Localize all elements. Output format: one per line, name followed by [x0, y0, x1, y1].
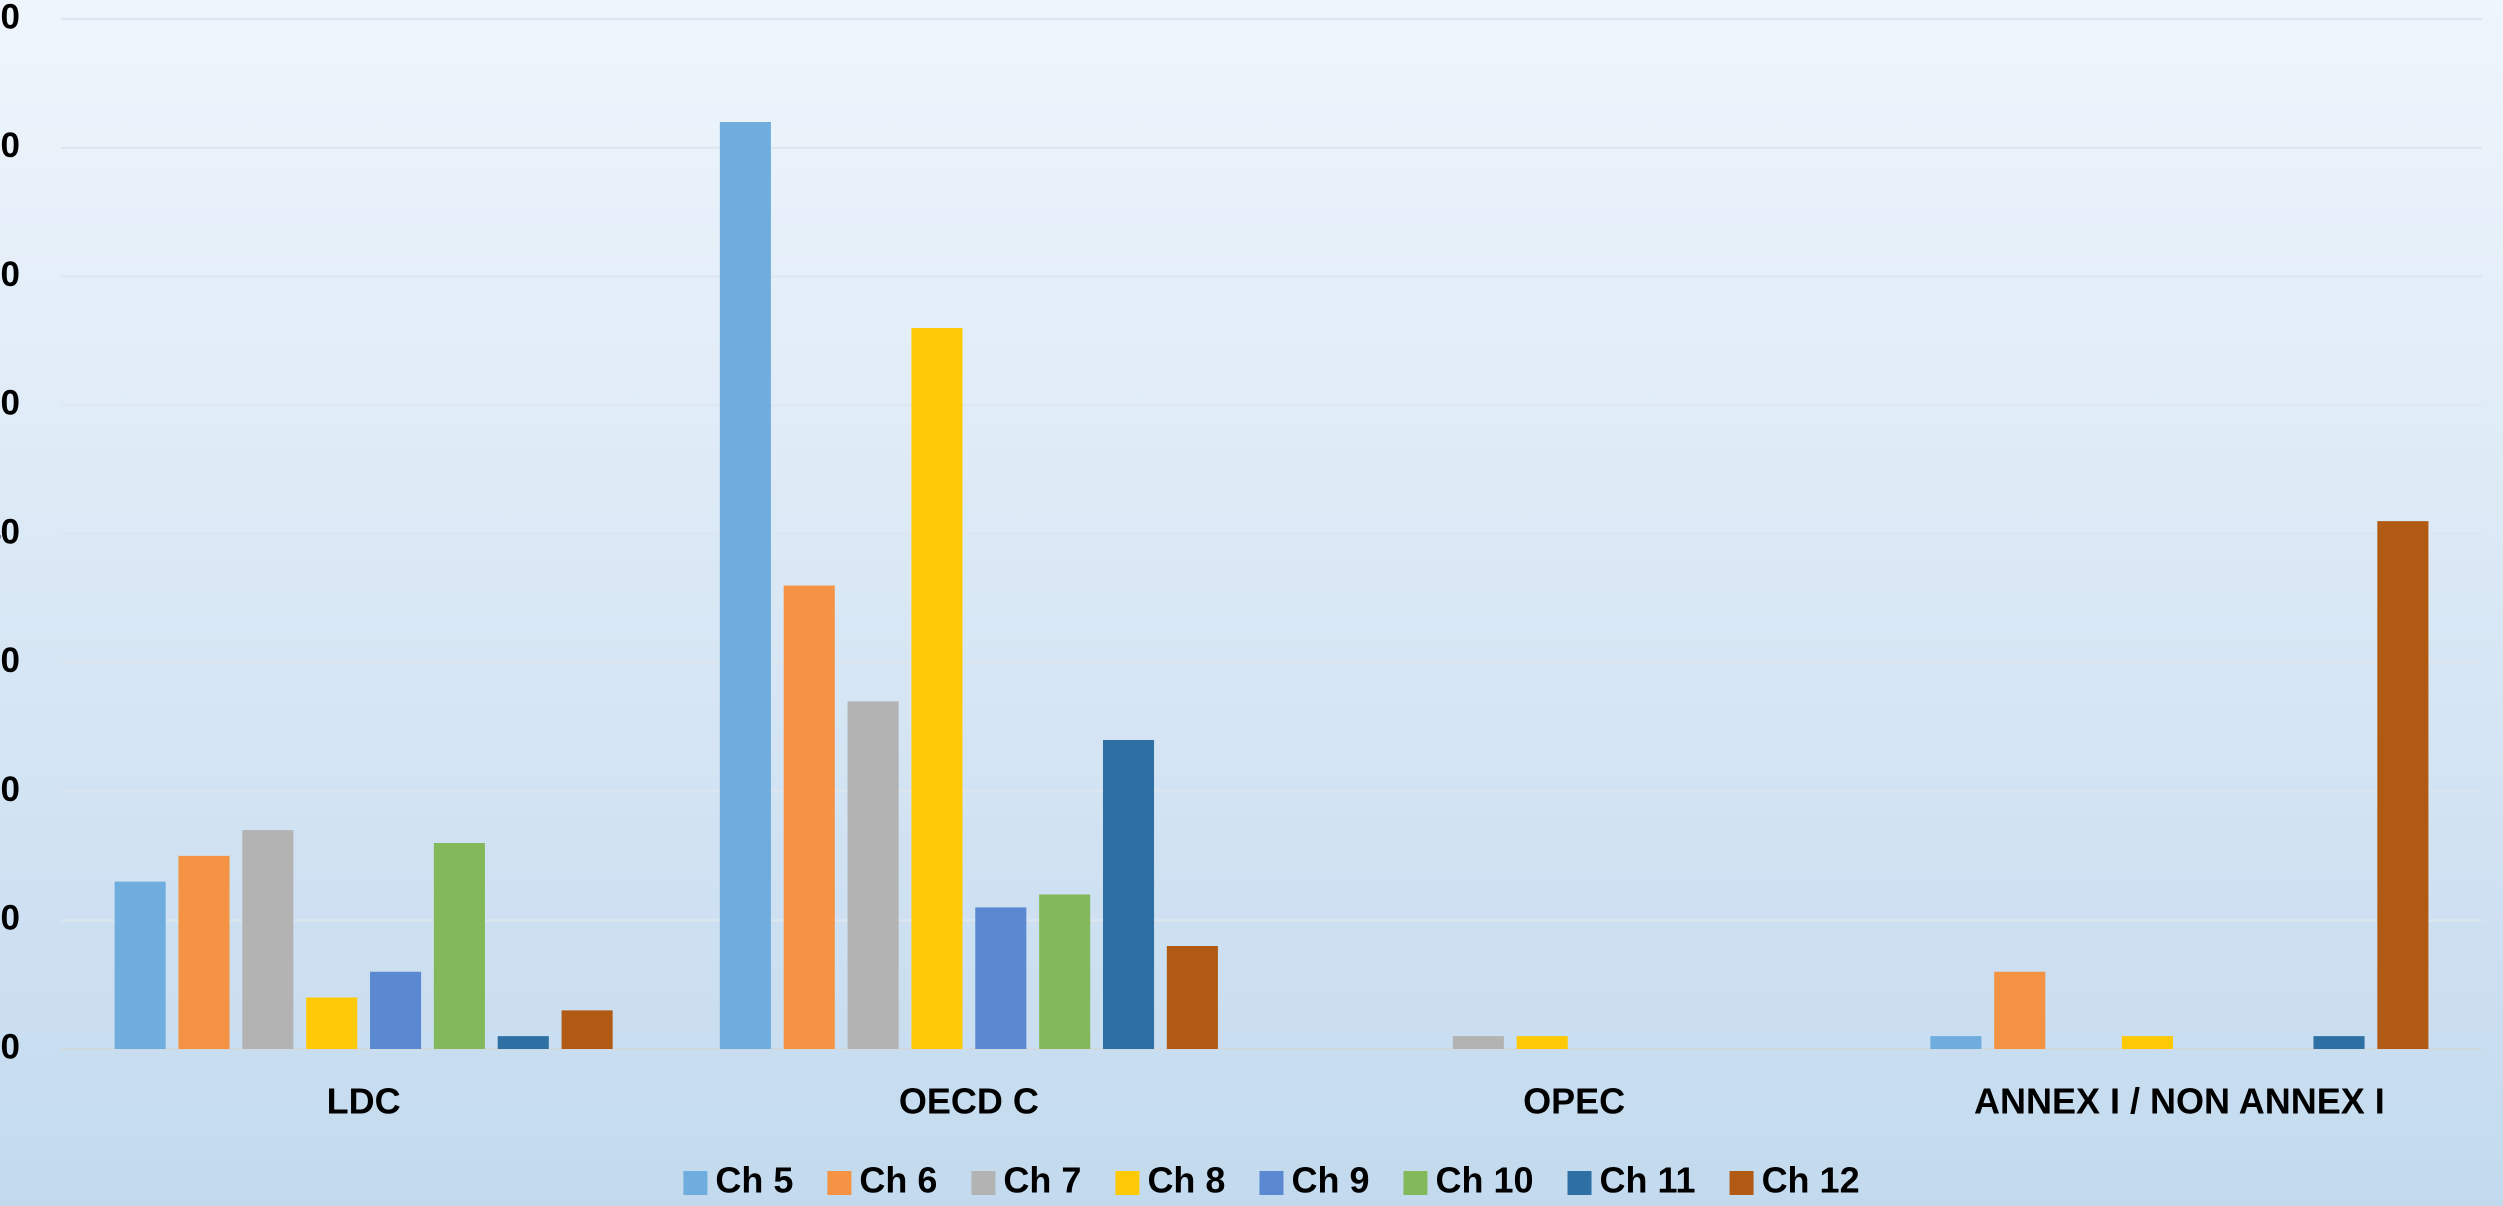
bar — [911, 328, 963, 1049]
bar — [242, 830, 294, 1049]
bar — [783, 585, 835, 1049]
y-tick-label: 50 — [0, 384, 20, 423]
legend-swatch — [1115, 1171, 1140, 1195]
y-tick-label: 10 — [0, 899, 20, 938]
x-tick-label: OECD C — [899, 1081, 1039, 1122]
legend-label: Ch 5 — [715, 1160, 793, 1201]
bar — [2313, 1036, 2365, 1049]
y-tick-label: 40 — [0, 512, 20, 551]
bar — [561, 1010, 613, 1049]
bar — [1516, 1036, 1568, 1049]
bar — [1994, 971, 2046, 1049]
bar — [1166, 946, 1218, 1049]
bar — [1039, 894, 1091, 1049]
legend-label: Ch 9 — [1291, 1160, 1369, 1201]
x-tick-label: LDC — [327, 1081, 401, 1122]
bar — [306, 997, 358, 1049]
bar — [1452, 1036, 1504, 1049]
bar — [1930, 1036, 1982, 1049]
bar — [114, 881, 166, 1049]
bar — [2377, 521, 2429, 1049]
y-tick-label: 70 — [0, 126, 20, 165]
y-tick-label: 30 — [0, 641, 20, 680]
y-tick-label: 20 — [0, 770, 20, 809]
bar — [178, 855, 230, 1049]
bar — [497, 1036, 549, 1049]
bar — [719, 122, 771, 1049]
bar — [2121, 1036, 2173, 1049]
bar — [847, 701, 899, 1049]
legend-label: Ch 7 — [1003, 1160, 1081, 1201]
bar — [975, 907, 1027, 1049]
legend-swatch — [1259, 1171, 1284, 1195]
legend-swatch — [1403, 1171, 1428, 1195]
y-tick-label: 0 — [1, 1027, 20, 1066]
x-tick-label: ANNEX I / NON ANNEX I — [1974, 1081, 2385, 1122]
legend-label: Ch 6 — [859, 1160, 937, 1201]
bar — [433, 843, 485, 1049]
bar — [370, 971, 422, 1049]
legend-swatch — [683, 1171, 708, 1195]
x-tick-label: OPEC — [1523, 1081, 1625, 1122]
legend-label: Ch 8 — [1147, 1160, 1225, 1201]
legend-label: Ch 12 — [1762, 1160, 1860, 1201]
legend-swatch — [1567, 1171, 1592, 1195]
y-tick-label: 60 — [0, 255, 20, 294]
legend-swatch — [1729, 1171, 1754, 1195]
legend-label: Ch 10 — [1435, 1160, 1533, 1201]
y-tick-label: 80 — [0, 0, 20, 36]
legend-label: Ch 11 — [1600, 1160, 1696, 1201]
legend-swatch — [971, 1171, 996, 1195]
legend-swatch — [827, 1171, 852, 1195]
bar — [1102, 740, 1155, 1049]
